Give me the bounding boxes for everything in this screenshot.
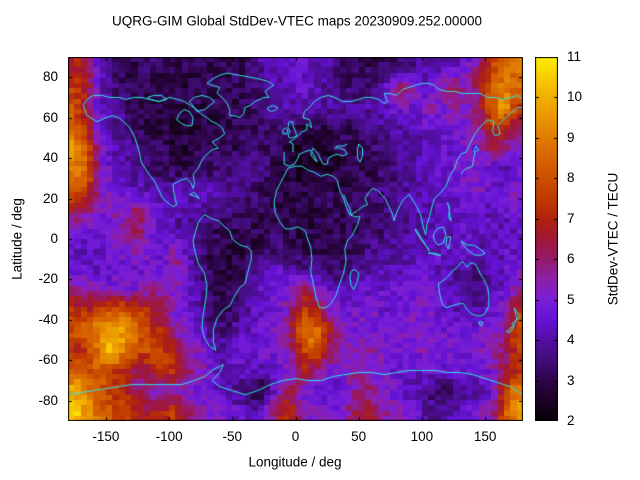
- colorbar-tick-label: 2: [567, 413, 575, 428]
- y-tick-label: 40: [42, 150, 58, 166]
- y-tick-label: 20: [42, 190, 58, 206]
- x-tick-label: -50: [222, 429, 243, 444]
- x-tick-label: 100: [410, 429, 434, 444]
- heatmap-canvas: [68, 57, 523, 421]
- colorbar-tick-label: 6: [567, 251, 575, 267]
- x-tick-label: 150: [473, 429, 497, 444]
- colorbar-tick-label: 8: [567, 170, 575, 186]
- x-tick-label: -150: [92, 429, 120, 444]
- y-tick-label: 0: [50, 231, 58, 246]
- colorbar-tick-label: 10: [567, 89, 583, 105]
- colorbar-tick-label: 7: [567, 210, 575, 226]
- colorbar-tick-label: 9: [567, 129, 575, 145]
- y-tick-label: 80: [42, 69, 58, 85]
- y-tick-label: -60: [38, 352, 58, 368]
- colorbar-label: StdDev-VTEC / TECU: [605, 172, 621, 306]
- y-tick-label: -80: [38, 392, 58, 408]
- x-tick-label: 50: [351, 429, 367, 444]
- x-tick-label: -100: [155, 429, 183, 444]
- colorbar-tick-label: 11: [567, 49, 582, 64]
- y-tick-label: -40: [38, 311, 58, 327]
- x-axis-label: Longitude / deg: [248, 454, 342, 470]
- colorbar-tick-label: 5: [567, 291, 575, 307]
- y-tick-label: 60: [42, 109, 58, 125]
- y-tick-label: -20: [38, 271, 58, 287]
- chart-title: UQRG-GIM Global StdDev-VTEC maps 2023090…: [112, 13, 482, 29]
- colorbar: [535, 57, 558, 421]
- colorbar-tick-label: 3: [567, 372, 575, 388]
- x-tick-label: 0: [291, 429, 300, 444]
- colorbar-tick-label: 4: [567, 332, 575, 348]
